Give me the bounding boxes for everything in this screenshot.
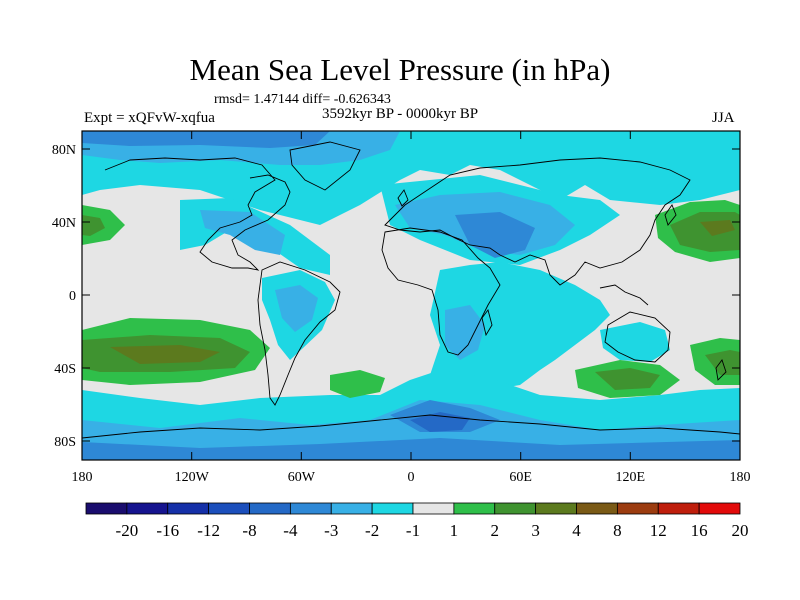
- coast-greenland: [289, 141, 361, 191]
- colorbar-swatch: [453, 502, 496, 515]
- colorbar-label: 20: [732, 521, 749, 540]
- dark-blue-region: [410, 412, 470, 432]
- coast-africa: [381, 227, 501, 356]
- y-label-0: 0: [69, 289, 76, 304]
- colorbar-label: -2: [365, 521, 379, 540]
- season-label: JJA: [712, 110, 735, 126]
- colorbar-swatch: [85, 502, 128, 515]
- colorbar-label: 12: [650, 521, 667, 540]
- y-label-40n: 40N: [52, 216, 76, 231]
- colorbar-label: 2: [491, 521, 500, 540]
- experiment-label: Expt = xQFvW-xqfua: [84, 110, 215, 126]
- x-label-120w: 120W: [175, 470, 210, 485]
- coast-madagascar: [481, 308, 493, 337]
- colorbar-label: 1: [450, 521, 459, 540]
- y-label-80n: 80N: [52, 143, 76, 158]
- cyan-region-africa-indian: [430, 262, 610, 390]
- colorbar-swatch: [698, 502, 741, 515]
- colorbar-swatch: [126, 502, 169, 515]
- y-label-40s: 40S: [54, 362, 76, 377]
- colorbar-label: -4: [283, 521, 298, 540]
- colorbar-swatch: [494, 502, 537, 515]
- colorbar-label: -1: [406, 521, 420, 540]
- olive-core-nw-pacific: [82, 215, 105, 236]
- coast-australia: [604, 311, 671, 363]
- colorbar-label: 8: [613, 521, 622, 540]
- coast-new-zealand: [715, 359, 727, 381]
- coast-uk: [397, 189, 409, 207]
- period-label: 3592kyr BP - 0000kyr BP: [322, 106, 479, 122]
- colorbar-label: -8: [242, 521, 256, 540]
- colorbar-swatch: [371, 502, 414, 515]
- olive-core-indian: [595, 368, 660, 390]
- colorbar-swatch: [330, 502, 373, 515]
- coast-north-america: [104, 157, 291, 271]
- mid-blue-region-middle-east: [455, 212, 535, 258]
- coast-antarctica: [82, 414, 740, 439]
- x-axis-labels: 180 120W 60W 0 60E 120E 180: [72, 470, 751, 485]
- x-label-180-left: 180: [72, 470, 93, 485]
- colorbar-label: -16: [156, 521, 179, 540]
- colorbar-swatch: [289, 502, 332, 515]
- colorbar-swatch: [167, 502, 210, 515]
- colorbar-swatch: [576, 502, 618, 515]
- brown-core-south-pacific: [110, 345, 220, 364]
- colorbar-swatch: [535, 502, 577, 515]
- coastlines: [82, 141, 740, 439]
- x-label-120e: 120E: [616, 470, 646, 485]
- colorbar-swatch: [616, 502, 659, 515]
- colorbar-label: 3: [531, 521, 540, 540]
- colorbar-swatch: [208, 502, 250, 515]
- y-axis-labels: 80N 40N 0 40S 80S: [52, 143, 76, 450]
- coast-se-asia-islands: [599, 284, 649, 306]
- rmsd-diff-stats: rmsd= 1.47144 diff= -0.626343: [214, 92, 391, 107]
- x-label-60e: 60E: [509, 470, 532, 485]
- coast-eurasia: [384, 157, 691, 286]
- x-label-180-right: 180: [730, 470, 751, 485]
- map-title: Mean Sea Level Pressure (in hPa): [189, 52, 611, 87]
- green-region-south-atlantic: [330, 370, 385, 398]
- colorbar-swatch: [657, 502, 700, 515]
- blue-region-south-africa: [445, 305, 485, 360]
- mid-blue-region-antarctic: [82, 438, 740, 460]
- colorbar-swatch: [412, 502, 455, 515]
- colorbar-label: 4: [572, 521, 581, 540]
- x-label-0: 0: [408, 470, 415, 485]
- colorbar-label: -3: [324, 521, 338, 540]
- x-label-60w: 60W: [288, 470, 316, 485]
- colorbar-label: -12: [197, 521, 220, 540]
- y-label-80s: 80S: [54, 435, 76, 450]
- pressure-field: [82, 131, 740, 460]
- blue-region-atlantic: [200, 210, 285, 255]
- colorbar: -20 -16 -12 -8 -4 -3 -2 -1 1 2 3 4 8 12 16 20: [85, 502, 749, 540]
- colorbar-swatch: [249, 502, 291, 515]
- colorbar-label: 16: [691, 521, 708, 540]
- coast-south-america: [257, 261, 341, 406]
- brown-core-ne-pacific: [700, 220, 735, 236]
- mid-blue-region-arctic: [82, 131, 330, 148]
- colorbar-label: -20: [116, 521, 139, 540]
- blue-region-south-america: [275, 285, 318, 332]
- axis-ticks: [81, 131, 741, 460]
- coast-japan: [664, 204, 677, 226]
